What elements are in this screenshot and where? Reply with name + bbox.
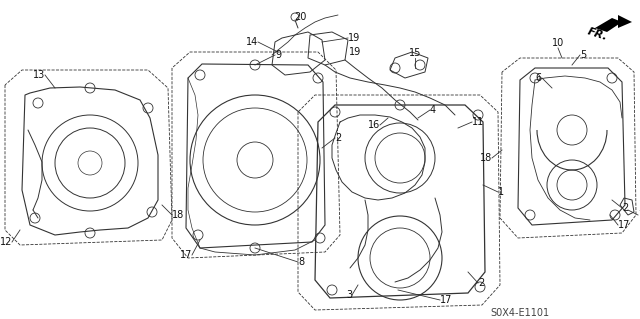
Text: 18: 18 [172,210,184,220]
Text: 19: 19 [348,33,360,43]
Text: 18: 18 [480,153,492,163]
Text: 5: 5 [580,50,586,60]
Text: 17: 17 [618,220,630,230]
Text: 2: 2 [622,203,628,213]
Text: 20: 20 [294,12,306,22]
Text: 11: 11 [472,117,484,127]
Text: 10: 10 [552,38,564,48]
Text: 7: 7 [638,210,640,220]
Text: 4: 4 [430,105,436,115]
Text: 2: 2 [335,133,341,143]
Text: FR.: FR. [587,26,609,42]
Text: 17: 17 [440,295,452,305]
Text: 8: 8 [298,257,304,267]
Polygon shape [618,15,632,28]
Text: 3: 3 [346,290,352,300]
Text: 19: 19 [349,47,361,57]
Text: 12: 12 [0,237,12,247]
Text: 6: 6 [536,73,542,83]
Text: 17: 17 [180,250,192,260]
Text: 13: 13 [33,70,45,80]
Text: 9: 9 [275,50,281,60]
Text: 16: 16 [368,120,380,130]
Text: 15: 15 [409,48,421,58]
Text: S0X4-E1101: S0X4-E1101 [490,308,549,318]
Text: 2: 2 [478,278,484,288]
Polygon shape [595,18,622,32]
Text: 1: 1 [498,187,504,197]
Text: 14: 14 [246,37,258,47]
